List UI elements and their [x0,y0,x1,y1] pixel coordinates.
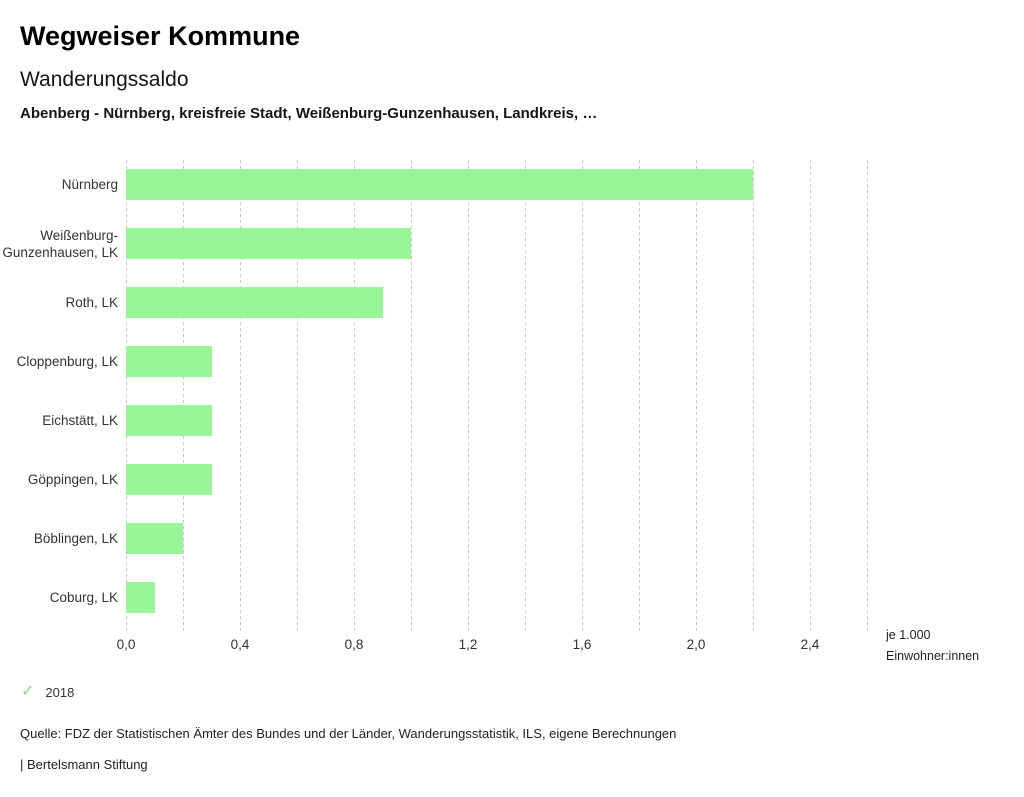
category-label: Cloppenburg, LK [16,354,118,369]
gridline [126,160,127,632]
chart-subtitle: Abenberg - Nürnberg, kreisfreie Stadt, W… [20,105,598,122]
gridline [696,160,697,632]
bar-row: Roth, LK [0,273,1000,332]
bar-3[interactable] [126,287,383,318]
row-plot-area [126,509,1000,568]
x-tick-label: 1,2 [458,637,478,652]
bar-row: Böblingen, LK [0,509,1000,568]
x-tick-label: 0,4 [230,637,250,652]
x-tick-label: 2,0 [686,637,706,652]
category-label: Eichstätt, LK [42,413,118,428]
check-icon: ✓ [21,683,35,700]
attribution-note: | Bertelsmann Stiftung [20,757,148,772]
bar-7[interactable] [126,523,183,554]
source-note: Quelle: FDZ der Statistischen Ämter des … [20,726,677,741]
bar-row: Göppingen, LK [0,450,1000,509]
row-plot-area [126,391,1000,450]
category-label: Göppingen, LK [27,472,118,487]
bar-row: Coburg, LK [0,568,1000,627]
x-tick-label: 1,6 [572,637,592,652]
gridline [183,160,184,632]
axis-unit-line-1: je 1.000 [886,628,931,642]
bar-row: Eichstätt, LK [0,391,1000,450]
bar-row: Weißenburg-Gunzenhausen, LK [0,214,1000,273]
row-plot-area [126,273,1000,332]
axis-unit-label: je 1.000 Einwohner:innen [886,625,979,667]
axis-unit-line-2: Einwohner:innen [886,649,980,663]
x-tick-label: 2,4 [800,637,820,652]
gridline [525,160,526,632]
gridline-layer [126,160,871,632]
bar-2[interactable] [126,228,411,259]
legend-year-label: 2018 [45,684,75,700]
row-plot-area [126,155,1000,214]
bar-row: Cloppenburg, LK [0,332,1000,391]
bar-8[interactable] [126,582,155,613]
x-tick-label: 0,8 [344,637,364,652]
x-axis: 0,0 0,4 0,8 1,2 1,6 2,0 2,4 [117,637,886,655]
bar-5[interactable] [126,405,212,436]
bar-chart: Nürnberg Weißenburg-Gunzenhausen, LK Roth,… [0,155,1024,675]
gridline [354,160,355,632]
category-label: Nürnberg [61,177,118,192]
bar-6[interactable] [126,464,212,495]
row-plot-area [126,450,1000,509]
row-plot-area [126,214,1000,273]
app-title: Wegweiser Kommune [20,21,301,51]
bar-rows: Nürnberg Weißenburg-Gunzenhausen, LK Roth,… [0,155,1000,627]
gridline [753,160,754,632]
gridline [810,160,811,632]
chart-title: Wanderungssaldo [20,68,189,91]
row-plot-area [126,568,1000,627]
category-label: Weißenburg-Gunzenhausen, LK [2,227,118,260]
gridline [411,160,412,632]
bar-1[interactable] [126,169,753,200]
bar-4[interactable] [126,346,212,377]
legend-item-2018[interactable]: ✓ 2018 [21,684,74,700]
category-label: Coburg, LK [49,590,118,605]
category-label: Roth, LK [65,295,118,310]
row-plot-area [126,332,1000,391]
bar-row: Nürnberg [0,155,1000,214]
gridline [297,160,298,632]
gridline [240,160,241,632]
gridline [468,160,469,632]
gridline [639,160,640,632]
category-label: Böblingen, LK [33,531,118,546]
gridline [582,160,583,632]
gridline [867,160,868,632]
x-tick-label: 0,0 [116,637,136,652]
